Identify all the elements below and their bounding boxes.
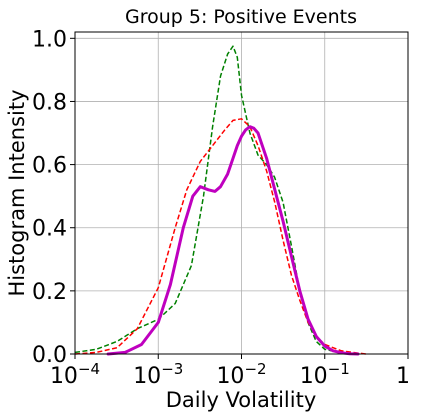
- y-tick-label: 1.0: [32, 27, 67, 52]
- grid-lines: [74, 32, 409, 355]
- x-tick-label: 10−3: [133, 360, 183, 389]
- x-tick-label: 10−4: [50, 360, 100, 389]
- y-axis-label: Histogram Intensity: [5, 89, 29, 296]
- x-tick-label: 10−2: [216, 360, 266, 389]
- chart-title: Group 5: Positive Events: [125, 6, 357, 28]
- series-line-3: [106, 125, 360, 356]
- y-tick-label: 0.2: [32, 280, 67, 305]
- y-axis-ticks: 0.0 0.2 0.4 0.6 0.8 1.0: [32, 27, 75, 368]
- y-tick-label: 0.8: [32, 90, 67, 115]
- x-axis-label: Daily Volatility: [166, 388, 317, 412]
- y-tick-label: 0.4: [32, 217, 67, 242]
- x-axis-ticks: 10−4 10−3 10−2 10−1 1: [50, 354, 410, 389]
- y-tick-label: 0.0: [32, 343, 67, 368]
- x-tick-label: 1: [396, 364, 410, 389]
- x-tick-label: 10−1: [300, 360, 350, 389]
- series-layer: [74, 45, 367, 356]
- y-tick-label: 0.6: [32, 154, 67, 179]
